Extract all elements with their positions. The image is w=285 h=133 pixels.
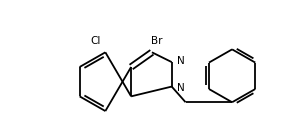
Text: N: N (177, 56, 184, 66)
Text: Cl: Cl (90, 36, 101, 46)
Text: Br: Br (151, 36, 163, 46)
Text: N: N (177, 83, 184, 93)
